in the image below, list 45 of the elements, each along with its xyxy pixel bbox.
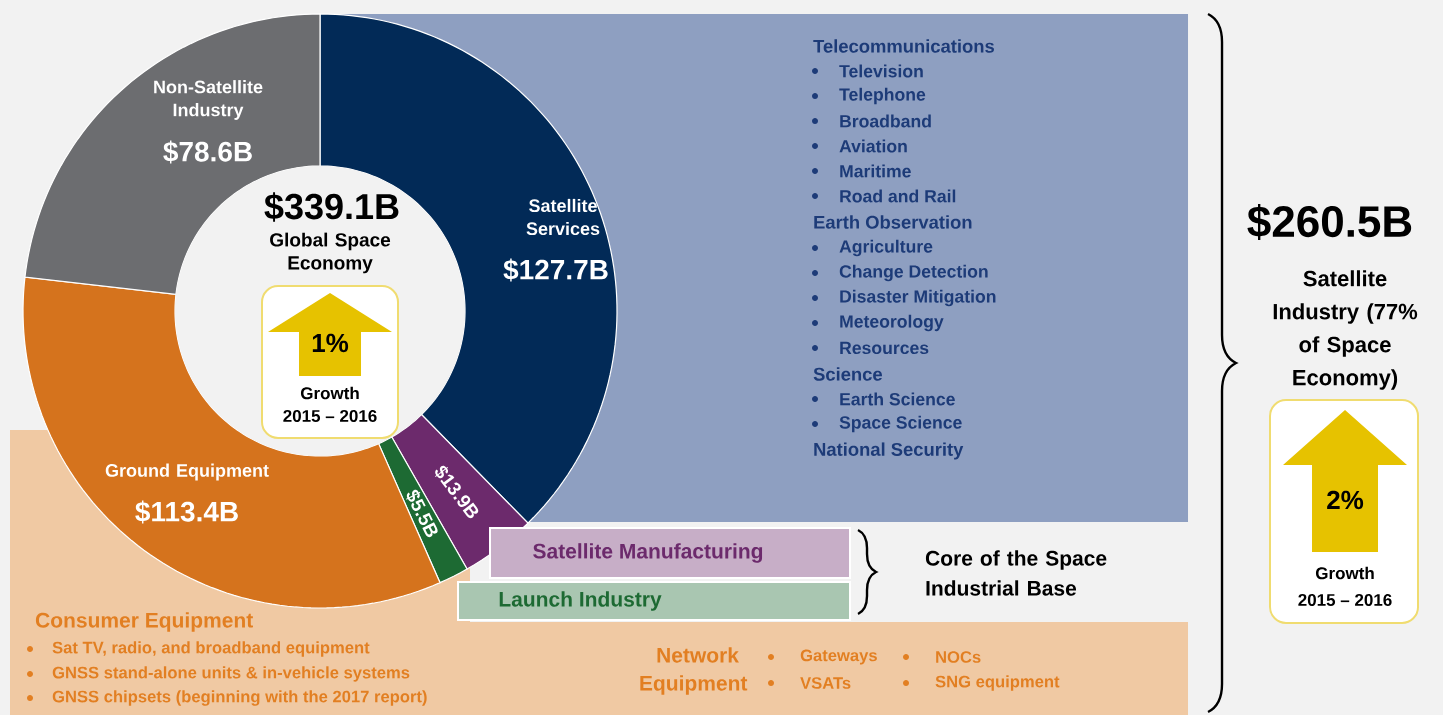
text: Road and Rail (840, 189, 956, 203)
text: Sat TV, radio, and broadband equipment (52, 641, 370, 657)
text: Network Equipment (640, 647, 748, 695)
slice-label: Satellite Manufacturing (533, 543, 763, 563)
text: Science (813, 367, 882, 381)
text: Gateways (800, 649, 877, 665)
text: Global Space Economy (270, 232, 391, 274)
text: $339.1B (264, 192, 399, 222)
text: Earth Observation (814, 215, 972, 229)
slice-label: Satellite Services (526, 198, 600, 236)
text: Growth (1315, 566, 1374, 580)
text: Maritime (840, 164, 911, 178)
text: Telephone (839, 87, 926, 105)
data-label: $127.7B (503, 258, 608, 282)
text: Satellite Industry (77% of Space Economy) (1273, 270, 1418, 390)
text: National Security (814, 442, 964, 460)
text: Meteorology (840, 314, 944, 332)
text: Space Science (839, 415, 962, 433)
slice-label: Non-Satellite Industry (154, 80, 263, 120)
text: Change Detection (839, 264, 988, 282)
text: Earth Science (840, 392, 955, 406)
data-label: $113.4B (135, 500, 238, 524)
text: VSATs (800, 677, 851, 689)
text: $260.5B (1247, 204, 1412, 240)
data-label: $78.6B (163, 140, 252, 164)
text: Resources (840, 341, 929, 355)
text: Aviation (839, 139, 907, 153)
text: 2% (1327, 490, 1364, 510)
text: 2015 – 2016 (1298, 593, 1392, 606)
text: Television (839, 64, 923, 78)
text: Disaster Mitigation (840, 289, 996, 307)
text: 1% (312, 333, 349, 353)
text: Agriculture (839, 239, 933, 257)
text: NOCs (936, 651, 981, 663)
text: Core of the Space Industrial Base (925, 550, 1107, 596)
text: Broadband (840, 114, 931, 128)
text: Consumer Equipment (35, 612, 253, 632)
text: Telecommunications (813, 39, 994, 53)
text: Growth (300, 386, 359, 400)
text: GNSS chipsets (beginning with the 2017 report) (52, 690, 427, 706)
text: SNG equipment (935, 675, 1060, 691)
text: 2015 – 2016 (283, 409, 377, 422)
slice-label: Launch Industry (499, 591, 662, 611)
slice-label: Ground Equipment (105, 463, 269, 481)
text: GNSS stand-alone units & in-vehicle systems (52, 666, 410, 682)
